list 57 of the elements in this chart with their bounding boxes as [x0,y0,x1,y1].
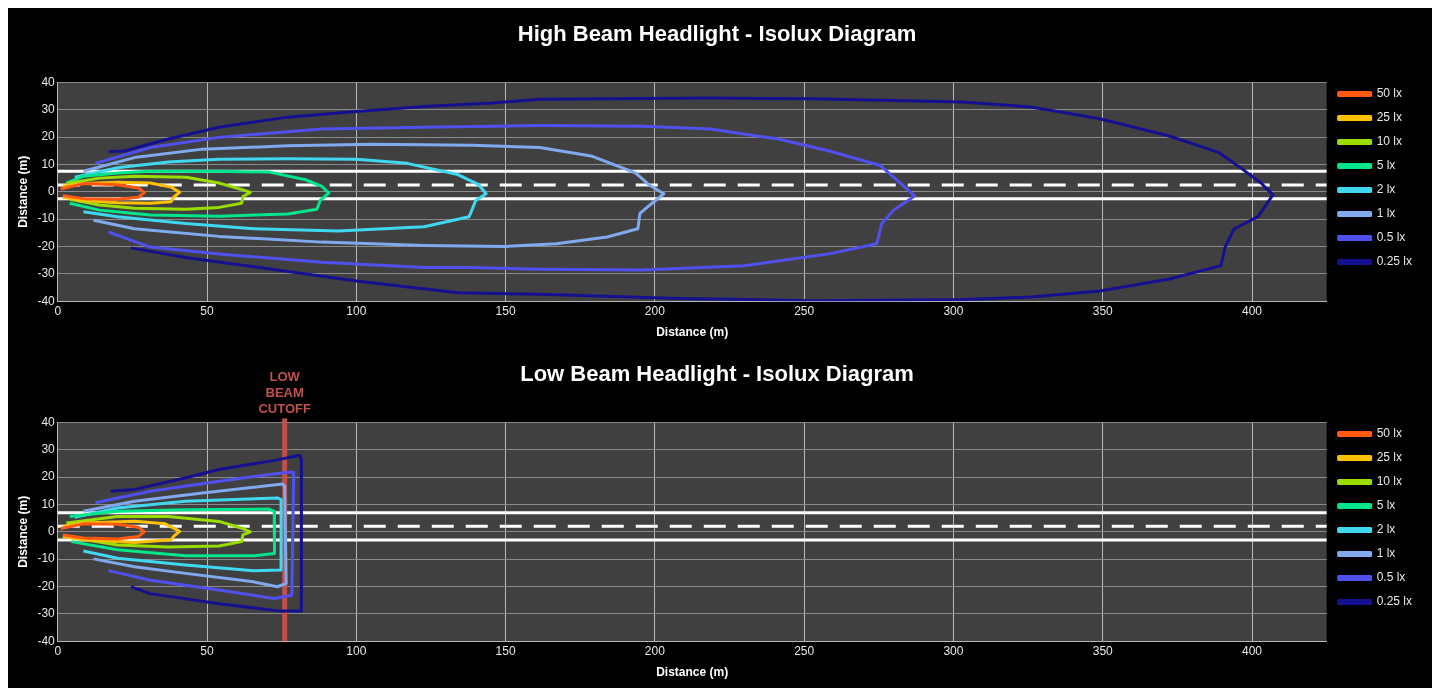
legend-label: 5 lx [1376,158,1396,173]
y-tick-label: 30 [41,102,56,117]
x-tick-label: 50 [200,303,215,318]
y-tick-label: -40 [37,633,56,648]
x-tick-label: 250 [794,643,815,658]
x-tick-label: 150 [495,303,516,318]
x-tick-label: 150 [495,643,516,658]
legend-label: 50 lx [1376,426,1402,441]
legend-label: 2 lx [1376,522,1396,537]
legend-label: 1 lx [1376,206,1396,221]
x-tick-label: 100 [346,643,367,658]
legend-label: 25 lx [1376,110,1402,125]
y-tick-label: 10 [41,156,56,171]
y-tick-label: 20 [41,469,56,484]
y-tick-label: -30 [37,606,56,621]
y-tick-label: 40 [41,74,56,89]
legend-label: 50 lx [1376,86,1402,101]
x-tick-label: 400 [1241,643,1263,658]
chart-title: Low Beam Headlight - Isolux Diagram [520,361,914,387]
y-tick-label: 0 [48,184,56,199]
x-tick-label: 400 [1241,303,1263,318]
x-axis-title: Distance (m) [656,665,729,680]
legend-label: 0.25 lx [1376,594,1412,609]
legend-label: 5 lx [1376,498,1396,513]
x-tick-label: 100 [346,303,367,318]
legend-label: 2 lx [1376,182,1396,197]
y-tick-label: -10 [37,551,56,566]
y-tick-label: 40 [41,414,56,429]
x-tick-label: 300 [943,643,964,658]
y-tick-label: -20 [37,578,56,593]
y-axis-title: Distance (m) [15,155,30,228]
x-tick-label: 350 [1092,643,1114,658]
y-tick-label: 30 [41,442,56,457]
y-tick-label: 0 [48,524,56,539]
legend-label: 0.5 lx [1376,570,1406,585]
legend-label: 25 lx [1376,450,1402,465]
y-tick-label: -10 [37,211,56,226]
y-tick-label: -20 [37,238,56,253]
y-tick-label: -40 [37,293,56,308]
x-tick-label: 350 [1092,303,1114,318]
chart-title: High Beam Headlight - Isolux Diagram [517,21,917,47]
y-tick-label: -30 [37,266,56,281]
y-tick-label: 10 [41,496,56,511]
x-axis-title: Distance (m) [656,325,729,340]
legend-label: 10 lx [1376,134,1402,149]
x-tick-label: 250 [794,303,815,318]
ref-line-label: LOW BEAM CUTOFF [258,369,311,417]
legend-label: 0.25 lx [1376,254,1412,269]
legend-label: 1 lx [1376,546,1396,561]
x-tick-label: 200 [644,303,666,318]
legend-label: 0.5 lx [1376,230,1406,245]
x-tick-label: 300 [943,303,964,318]
x-tick-label: 200 [644,643,666,658]
y-tick-label: 20 [41,129,56,144]
legend-label: 10 lx [1376,474,1402,489]
y-axis-title: Distance (m) [15,495,30,568]
x-tick-label: 50 [200,643,215,658]
